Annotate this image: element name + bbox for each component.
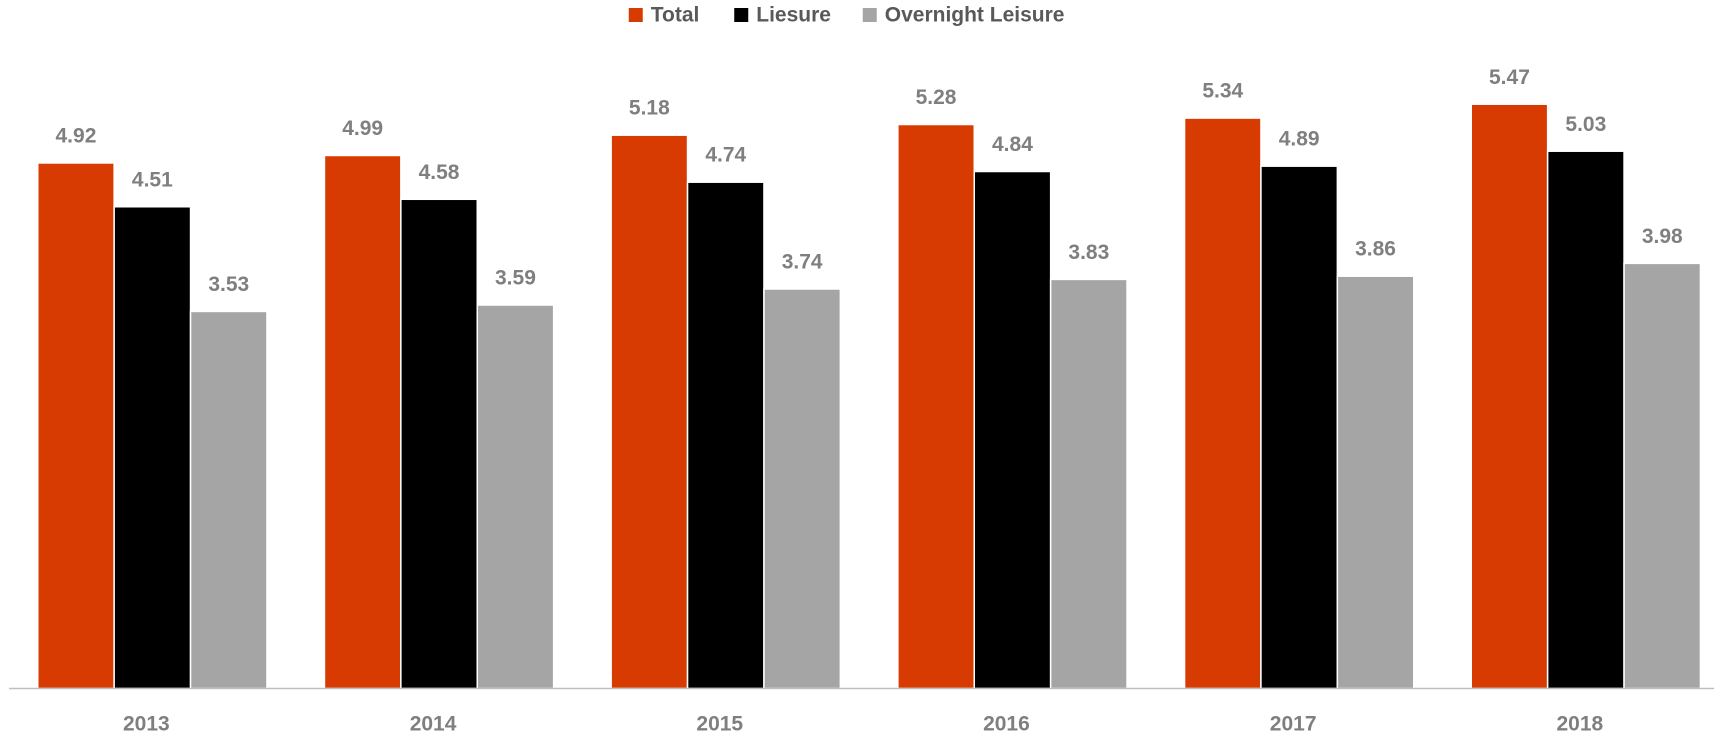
x-tick-label: 2017 [1270, 713, 1317, 736]
bar [113, 206, 192, 690]
bar [323, 154, 402, 690]
data-label: 4.89 [1279, 128, 1320, 151]
data-label: 3.83 [1068, 241, 1109, 264]
bar [1623, 262, 1702, 690]
bar [973, 170, 1052, 690]
bar [37, 162, 115, 690]
bar [686, 181, 765, 690]
data-label: 4.99 [342, 117, 383, 140]
data-label: 3.53 [208, 273, 249, 296]
data-label: 5.18 [629, 97, 670, 120]
bar [1260, 165, 1339, 690]
legend-swatch [734, 8, 749, 22]
bar [1336, 275, 1415, 690]
x-tick-label: 2014 [410, 713, 457, 736]
data-label: 3.98 [1642, 225, 1683, 248]
x-tick-label: 2018 [1556, 713, 1603, 736]
bar [189, 310, 268, 690]
data-label: 4.58 [419, 161, 460, 184]
legend-label: Liesure [756, 4, 831, 27]
bar [476, 304, 555, 690]
bar [897, 123, 975, 690]
data-label: 4.92 [56, 125, 97, 148]
legend-swatch [862, 8, 877, 22]
x-tick-label: 2016 [983, 713, 1030, 736]
data-label: 5.03 [1565, 113, 1606, 136]
bar [1470, 103, 1549, 690]
x-tick-label: 2013 [123, 713, 170, 736]
bar [610, 134, 689, 690]
bar [763, 288, 842, 690]
data-label: 4.51 [132, 168, 173, 191]
data-label: 3.74 [782, 251, 823, 274]
bar [1049, 278, 1128, 690]
data-label: 5.28 [916, 86, 957, 109]
data-label: 5.34 [1202, 80, 1243, 103]
data-label: 3.86 [1355, 238, 1396, 261]
x-tick-label: 2015 [696, 713, 743, 736]
data-label: 5.47 [1489, 66, 1530, 89]
bar [1546, 150, 1625, 690]
data-label: 4.74 [705, 144, 746, 167]
legend-swatch [628, 8, 643, 22]
data-label: 3.59 [495, 267, 536, 290]
legend-label: Overnight Leisure [885, 4, 1065, 27]
data-label: 4.84 [992, 133, 1033, 156]
bar [1183, 117, 1262, 690]
bar [400, 198, 479, 690]
legend-label: Total [651, 4, 700, 27]
